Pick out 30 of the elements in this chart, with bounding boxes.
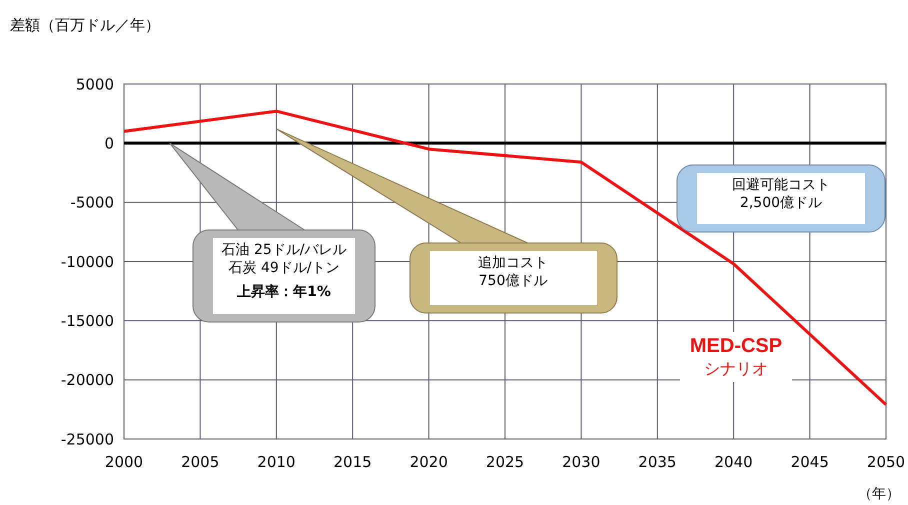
y-tick-label: -20000 — [60, 371, 114, 390]
y-tick-label: 0 — [104, 134, 114, 152]
x-tick-label: 2040 — [714, 453, 753, 471]
x-tick-label: 2035 — [638, 453, 676, 471]
x-tick-label: 2000 — [104, 453, 144, 471]
y-tick-label: 5000 — [76, 75, 114, 94]
x-axis-title: （年） — [858, 486, 900, 502]
annotation: 2,500億ドル — [740, 195, 822, 211]
annotation: 回避可能コスト — [732, 177, 830, 193]
annotation: 石油 25ドル/バレル — [222, 242, 346, 258]
annotation: 上昇率：年1% — [236, 283, 331, 300]
annotation: 追加コスト — [478, 255, 548, 271]
y-tick-label: -25000 — [60, 430, 114, 448]
x-tick-label: 2050 — [866, 453, 906, 471]
series-label: MED-CSP — [690, 335, 782, 357]
x-tick-label: 2015 — [334, 453, 372, 471]
annotation: 石炭 49ドル/トン — [228, 260, 340, 276]
x-tick-label: 2005 — [181, 453, 220, 471]
y-tick-label: -10000 — [60, 252, 114, 271]
x-tick-label: 2030 — [562, 453, 600, 471]
x-tick-label: 2045 — [790, 453, 829, 471]
x-tick-label: 2025 — [486, 453, 524, 471]
y-tick-label: -5000 — [70, 194, 114, 212]
y-tick-label: -15000 — [60, 312, 114, 330]
x-tick-label: 2010 — [257, 453, 296, 471]
annotation: 750億ドル — [478, 273, 548, 289]
x-tick-label: 2020 — [410, 453, 448, 471]
annotation: シナリオ — [704, 359, 768, 378]
y-axis-title: 差額（百万ドル／年） — [10, 16, 160, 34]
line-series — [122, 110, 888, 406]
